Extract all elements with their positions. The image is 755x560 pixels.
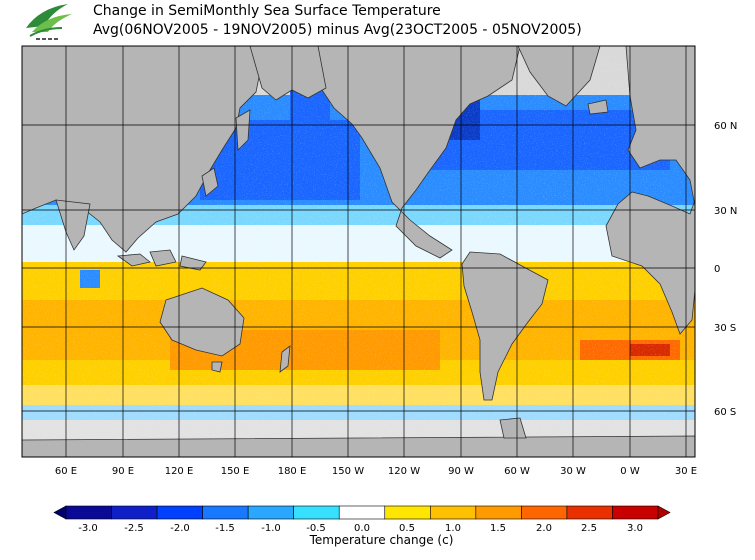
- colorbar-tick: -1.0: [261, 523, 281, 534]
- colorbar-swatch: [338, 505, 386, 520]
- graticule: [22, 46, 695, 457]
- colorbar-tick: 3.0: [627, 523, 643, 534]
- land-masses: [22, 46, 695, 457]
- colorbar-labels: -3.0 -2.5 -2.0 -1.5 -1.0 -0.5 0.0 0.5 1.…: [78, 523, 643, 534]
- colorbar-swatch: [566, 505, 613, 520]
- colorbar-tick: 1.5: [490, 523, 506, 534]
- colorbar-tick: 2.5: [581, 523, 597, 534]
- chart-subtitle: Avg(06NOV2005 - 19NOV2005) minus Avg(23O…: [93, 22, 582, 38]
- colorbar-swatch: [202, 505, 249, 520]
- colorbar-tick: 2.0: [536, 523, 552, 534]
- agency-logo: [26, 4, 72, 40]
- lat-label: 60 N: [714, 121, 737, 132]
- lon-label: 120 W: [388, 466, 420, 477]
- lat-label: 60 S: [714, 407, 736, 418]
- colorbar-tick: -0.5: [306, 523, 326, 534]
- chart-title: Change in SemiMonthly Sea Surface Temper…: [93, 3, 441, 19]
- lon-label: 60 E: [55, 466, 77, 477]
- colorbar-swatch: [430, 505, 477, 520]
- colorbar-swatch: [156, 505, 203, 520]
- colorbar: [53, 505, 671, 520]
- colorbar-tick: -2.5: [124, 523, 144, 534]
- colorbar-swatch: [384, 505, 431, 520]
- lat-axis: 60 N 30 N 0 30 S 60 S: [714, 121, 737, 418]
- lon-label: 0 W: [620, 466, 640, 477]
- lon-label: 60 W: [504, 466, 530, 477]
- lat-label: 30 N: [714, 206, 737, 217]
- lon-label: 30 E: [675, 466, 697, 477]
- colorbar-tick: -2.0: [170, 523, 190, 534]
- colorbar-swatch: [293, 505, 340, 520]
- colorbar-swatch: [612, 505, 659, 520]
- colorbar-high-arrow: [657, 505, 671, 520]
- map-area: [22, 46, 695, 457]
- lon-label: 180 E: [278, 466, 307, 477]
- colorbar-swatch: [247, 505, 294, 520]
- colorbar-low-arrow: [53, 505, 67, 520]
- lon-label: 90 E: [112, 466, 134, 477]
- colorbar-tick: -3.0: [78, 523, 98, 534]
- colorbar-title: Temperature change (c): [309, 533, 454, 547]
- colorbar-swatch: [111, 505, 158, 520]
- lon-label: 90 W: [448, 466, 474, 477]
- lon-label: 150 W: [332, 466, 364, 477]
- lat-label: 30 S: [714, 323, 736, 334]
- lon-label: 30 W: [560, 466, 586, 477]
- colorbar-tick: -1.5: [215, 523, 235, 534]
- colorbar-swatch: [65, 505, 112, 520]
- lon-axis: 60 E 90 E 120 E 150 E 180 E 150 W 120 W …: [55, 466, 697, 477]
- colorbar-swatch: [475, 505, 522, 520]
- colorbar-tick: 0.0: [354, 523, 370, 534]
- colorbar-tick: 0.5: [399, 523, 415, 534]
- colorbar-swatch: [521, 505, 568, 520]
- lat-label: 0: [714, 264, 720, 275]
- colorbar-tick: 1.0: [445, 523, 461, 534]
- lon-label: 150 E: [221, 466, 250, 477]
- lon-label: 120 E: [165, 466, 194, 477]
- map-frame: [21, 45, 696, 458]
